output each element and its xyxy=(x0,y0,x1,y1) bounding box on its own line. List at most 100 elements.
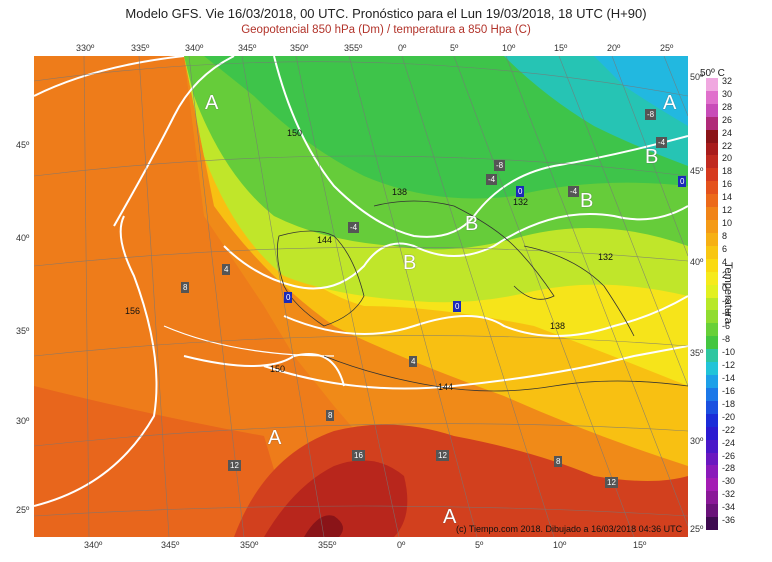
lon-tick-top: 355º xyxy=(344,43,363,53)
temperature-tag: -8 xyxy=(645,109,657,120)
legend-swatch xyxy=(706,504,718,518)
isohypse-label: 144 xyxy=(438,382,454,392)
legend-swatch xyxy=(706,375,718,389)
lat-tick-right: 35º xyxy=(690,348,704,358)
legend-swatch xyxy=(706,220,718,234)
temperature-tag: -4 xyxy=(656,137,668,148)
temperature-tag: 12 xyxy=(436,450,449,461)
legend-value: 4 xyxy=(722,256,728,267)
legend-swatch xyxy=(706,155,718,169)
lon-tick-bottom: 345º xyxy=(161,540,180,550)
legend-swatch xyxy=(706,323,718,337)
legend-value: 12 xyxy=(722,205,733,216)
legend-value: -2 xyxy=(722,295,731,306)
isohypse-label: 132 xyxy=(598,252,614,262)
lat-tick-right: 45º xyxy=(690,166,704,176)
lat-tick-right: 40º xyxy=(690,257,704,267)
isohypse-label: 156 xyxy=(125,306,141,316)
legend-swatch xyxy=(706,400,718,415)
lon-tick-top: 5º xyxy=(450,43,459,53)
lon-tick-top: 335º xyxy=(131,43,150,53)
temperature-tag: 0 xyxy=(453,301,462,312)
temperature-tag: 8 xyxy=(554,456,563,467)
lat-tick-right: 25º xyxy=(690,524,704,534)
isohypse-label: 150 xyxy=(287,128,303,138)
lon-tick-top: 345º xyxy=(238,43,257,53)
legend-value: -14 xyxy=(722,373,736,384)
legend-swatch xyxy=(706,362,718,376)
legend-swatch xyxy=(706,452,718,466)
temperature-tag: -4 xyxy=(568,186,580,197)
legend-swatch xyxy=(706,142,718,156)
legend-swatch xyxy=(706,245,718,260)
pressure-center-low: B xyxy=(403,252,417,274)
legend-value: 26 xyxy=(722,114,733,125)
legend-swatch xyxy=(706,232,718,247)
lat-tick-left: 25º xyxy=(16,505,30,515)
legend-value: 18 xyxy=(722,166,733,177)
lon-tick-bottom: 355º xyxy=(318,540,337,550)
legend-value: 6 xyxy=(722,243,728,254)
lon-tick-top: 15º xyxy=(554,43,568,53)
legend-swatch xyxy=(706,439,718,453)
legend-swatch xyxy=(706,387,718,402)
legend-value: -6 xyxy=(722,321,731,332)
legend-title: Temperatura xyxy=(722,262,734,324)
legend-value: 20 xyxy=(722,153,733,164)
legend-swatch xyxy=(706,168,718,182)
legend-swatch xyxy=(706,90,718,105)
legend-value: -32 xyxy=(722,489,736,500)
legend-swatch xyxy=(706,426,718,441)
legend-value: -30 xyxy=(722,476,736,487)
temperature-tag: 0 xyxy=(678,176,687,187)
legend-swatch xyxy=(706,181,718,195)
lon-tick-top: 25º xyxy=(660,43,674,53)
temperature-tag: 4 xyxy=(222,264,231,275)
temperature-tag: 0 xyxy=(284,292,293,303)
pressure-center-low: B xyxy=(580,190,594,212)
isohypse-label: 132 xyxy=(513,197,529,207)
legend-swatch xyxy=(706,116,718,131)
legend-value: 14 xyxy=(722,192,733,203)
weather-map[interactable] xyxy=(34,56,688,537)
legend-swatch xyxy=(706,413,718,428)
legend-swatch xyxy=(706,297,718,311)
legend-value: -16 xyxy=(722,385,736,396)
legend-value: -28 xyxy=(722,463,736,474)
temperature-tag: 8 xyxy=(326,410,335,421)
legend-swatch xyxy=(706,284,718,299)
isohypse-label: 150 xyxy=(270,364,286,374)
legend-swatch xyxy=(706,78,718,92)
temperature-tag: 12 xyxy=(228,460,241,471)
pressure-center-high: A xyxy=(268,427,282,449)
legend-swatch xyxy=(706,478,718,492)
legend-swatch xyxy=(706,207,718,221)
legend-value: -36 xyxy=(722,515,736,526)
lat-tick-left: 45º xyxy=(16,140,30,150)
legend-value: 32 xyxy=(722,76,733,86)
legend-value: 8 xyxy=(722,230,728,241)
temperature-tag: -4 xyxy=(486,174,498,185)
legend-swatch xyxy=(706,271,718,286)
legend-value: 0 xyxy=(722,282,728,293)
legend-value: -8 xyxy=(722,334,731,345)
legend-value: 22 xyxy=(722,140,733,151)
legend-value: -10 xyxy=(722,347,736,358)
temperature-legend xyxy=(706,78,718,531)
legend-value: 10 xyxy=(722,218,733,229)
legend-value: -18 xyxy=(722,398,736,409)
legend-swatch xyxy=(706,517,718,531)
temperature-tag: 12 xyxy=(605,477,618,488)
legend-swatch xyxy=(706,465,718,479)
legend-value: -24 xyxy=(722,437,736,448)
pressure-center-high: A xyxy=(205,92,219,114)
legend-value: -20 xyxy=(722,411,736,422)
isohypse-label: 138 xyxy=(392,187,408,197)
legend-value: 2 xyxy=(722,269,728,280)
legend-value: -4 xyxy=(722,308,731,319)
map-credit: (c) Tiempo.com 2018. Dibujado a 16/03/20… xyxy=(456,524,683,534)
legend-value: 16 xyxy=(722,179,733,190)
legend-value: 24 xyxy=(722,127,733,138)
lon-tick-bottom: 340º xyxy=(84,540,103,550)
lat-tick-left: 30º xyxy=(16,416,30,426)
